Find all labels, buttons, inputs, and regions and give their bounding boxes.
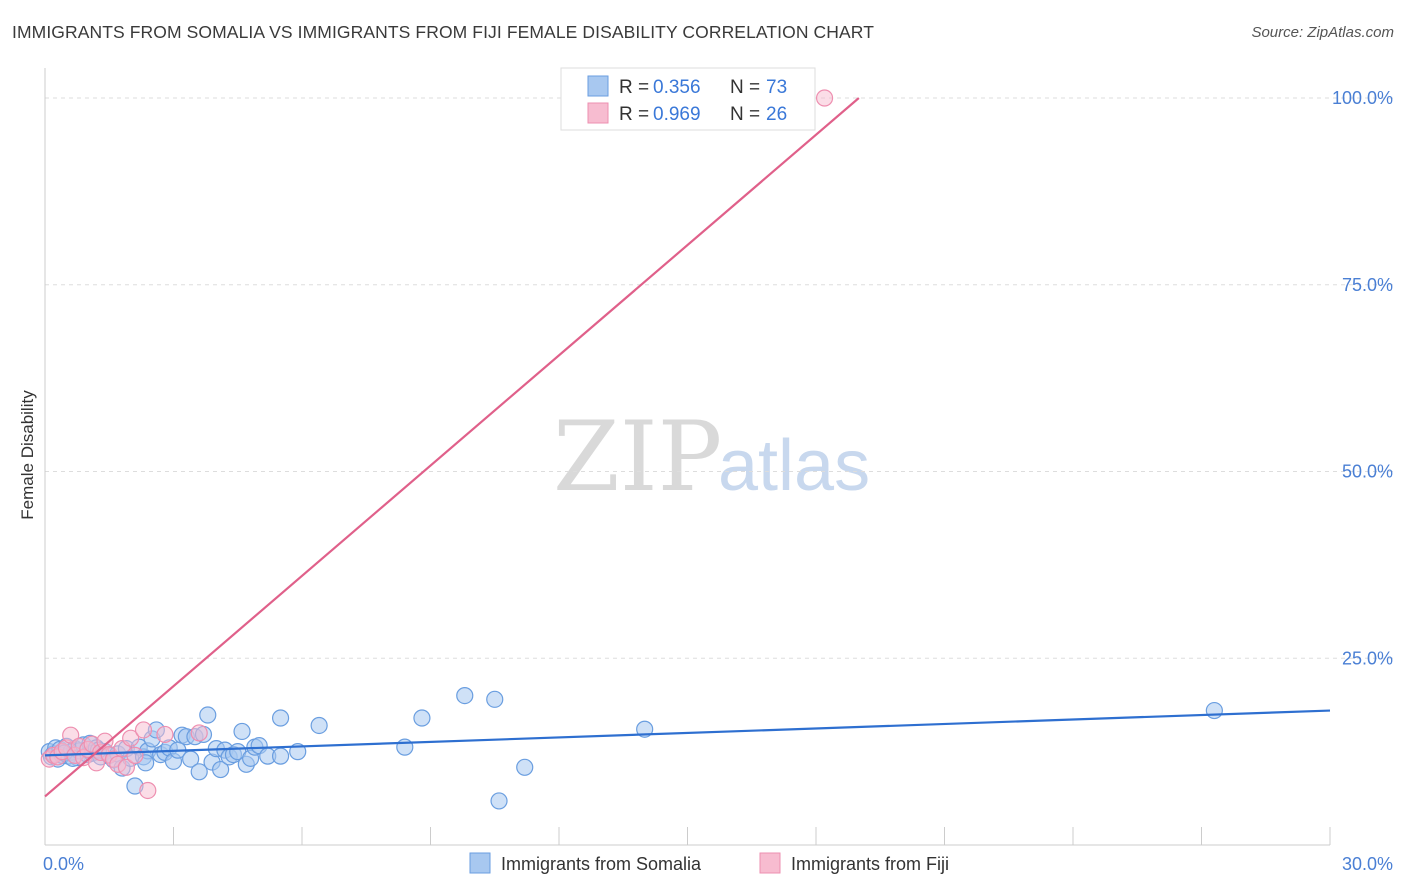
somalia-point bbox=[456, 686, 474, 705]
x-tick-label-min: 0.0% bbox=[43, 854, 84, 874]
fiji-point bbox=[139, 781, 157, 800]
chart-title: IMMIGRANTS FROM SOMALIA VS IMMIGRANTS FR… bbox=[12, 22, 875, 42]
watermark-zip: ZIP bbox=[553, 401, 722, 513]
somalia-point bbox=[199, 706, 217, 724]
y-tick-label-75: 75.0% bbox=[1342, 275, 1393, 295]
somalia-point bbox=[233, 722, 251, 741]
fiji-point bbox=[117, 758, 135, 776]
legend-n-value-fiji: 26 bbox=[766, 104, 787, 125]
somalia-point bbox=[1205, 701, 1223, 720]
legend-r-label-somalia: R = bbox=[619, 77, 649, 98]
legend-r-value-fiji: 0.969 bbox=[653, 104, 701, 125]
fiji-point bbox=[122, 729, 140, 747]
x-tick-label-max: 30.0% bbox=[1342, 854, 1393, 874]
source-credit: Source: ZipAtlas.com bbox=[1251, 24, 1394, 41]
x-tick-labels: 0.0% 30.0% bbox=[43, 854, 1393, 874]
somalia-point bbox=[490, 792, 508, 810]
somalia-point bbox=[271, 709, 290, 727]
gridlines bbox=[45, 97, 1395, 659]
fiji-point bbox=[134, 721, 153, 739]
fiji-point bbox=[126, 746, 144, 764]
y-tick-label-100: 100.0% bbox=[1332, 88, 1393, 108]
somalia-point bbox=[516, 758, 534, 776]
somalia-point bbox=[310, 716, 328, 735]
y-tick-label-25: 25.0% bbox=[1342, 648, 1393, 668]
somalia-point bbox=[486, 690, 504, 708]
bottom-legend-label-fiji: Immigrants from Fiji bbox=[791, 854, 949, 874]
series-fiji-points bbox=[40, 89, 834, 800]
trendline-somalia bbox=[44, 709, 1331, 757]
fiji-point bbox=[190, 724, 208, 742]
trendline-fiji bbox=[44, 97, 860, 798]
bottom-legend-swatch-somalia bbox=[469, 852, 491, 874]
y-axis-label: Female Disability bbox=[18, 390, 37, 520]
fiji-point bbox=[815, 89, 834, 107]
legend-n-label-fiji: N = bbox=[730, 104, 760, 125]
fiji-point bbox=[156, 725, 174, 744]
somalia-point bbox=[271, 747, 290, 765]
series-legend: Immigrants from Somalia Immigrants from … bbox=[469, 852, 949, 874]
y-tick-label-50: 50.0% bbox=[1342, 462, 1393, 482]
somalia-point bbox=[190, 763, 208, 781]
bottom-legend-label-somalia: Immigrants from Somalia bbox=[501, 854, 702, 874]
axes bbox=[44, 68, 1331, 846]
legend-r-label-fiji: R = bbox=[619, 104, 649, 125]
watermark: ZIP atlas bbox=[553, 401, 870, 513]
legend-n-value-somalia: 73 bbox=[766, 77, 787, 98]
somalia-point bbox=[413, 709, 431, 727]
watermark-atlas: atlas bbox=[718, 426, 870, 506]
trendlines bbox=[44, 97, 1331, 798]
somalia-point bbox=[212, 760, 230, 779]
y-tick-labels: 25.0% 50.0% 75.0% 100.0% bbox=[1332, 88, 1393, 668]
stats-legend: R = 0.356 N = 73 R = 0.969 N = 26 bbox=[560, 67, 816, 131]
legend-n-label-somalia: N = bbox=[730, 77, 760, 98]
legend-swatch-fiji bbox=[587, 102, 609, 124]
legend-swatch-somalia bbox=[587, 75, 609, 97]
legend-r-value-somalia: 0.356 bbox=[653, 77, 701, 98]
bottom-legend-swatch-fiji bbox=[759, 852, 781, 874]
